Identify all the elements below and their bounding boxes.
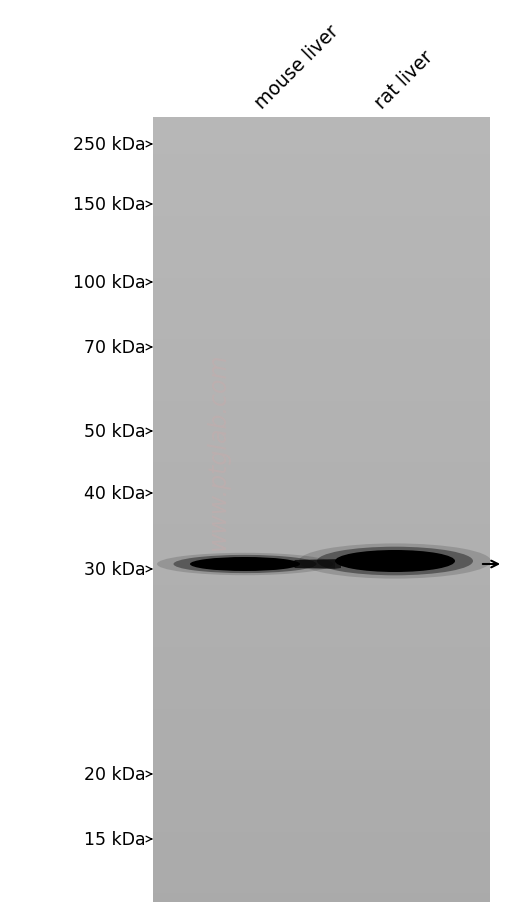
Ellipse shape: [317, 548, 473, 575]
Text: 150 kDa: 150 kDa: [73, 196, 146, 214]
Text: mouse liver: mouse liver: [252, 22, 343, 113]
Polygon shape: [294, 559, 335, 569]
Text: 30 kDa: 30 kDa: [84, 560, 146, 578]
Ellipse shape: [335, 550, 455, 573]
Ellipse shape: [174, 556, 317, 574]
Text: 70 kDa: 70 kDa: [84, 338, 146, 356]
Text: 250 kDa: 250 kDa: [73, 136, 146, 154]
Text: 100 kDa: 100 kDa: [73, 273, 146, 291]
Text: www.ptglab.com: www.ptglab.com: [206, 353, 230, 549]
Text: 50 kDa: 50 kDa: [84, 422, 146, 440]
Text: rat liver: rat liver: [372, 48, 437, 113]
Ellipse shape: [190, 557, 300, 571]
Text: 20 kDa: 20 kDa: [84, 765, 146, 783]
Ellipse shape: [157, 553, 333, 575]
Text: 15 kDa: 15 kDa: [84, 830, 146, 848]
Text: 40 kDa: 40 kDa: [84, 484, 146, 502]
Ellipse shape: [299, 544, 491, 579]
Polygon shape: [335, 559, 341, 569]
